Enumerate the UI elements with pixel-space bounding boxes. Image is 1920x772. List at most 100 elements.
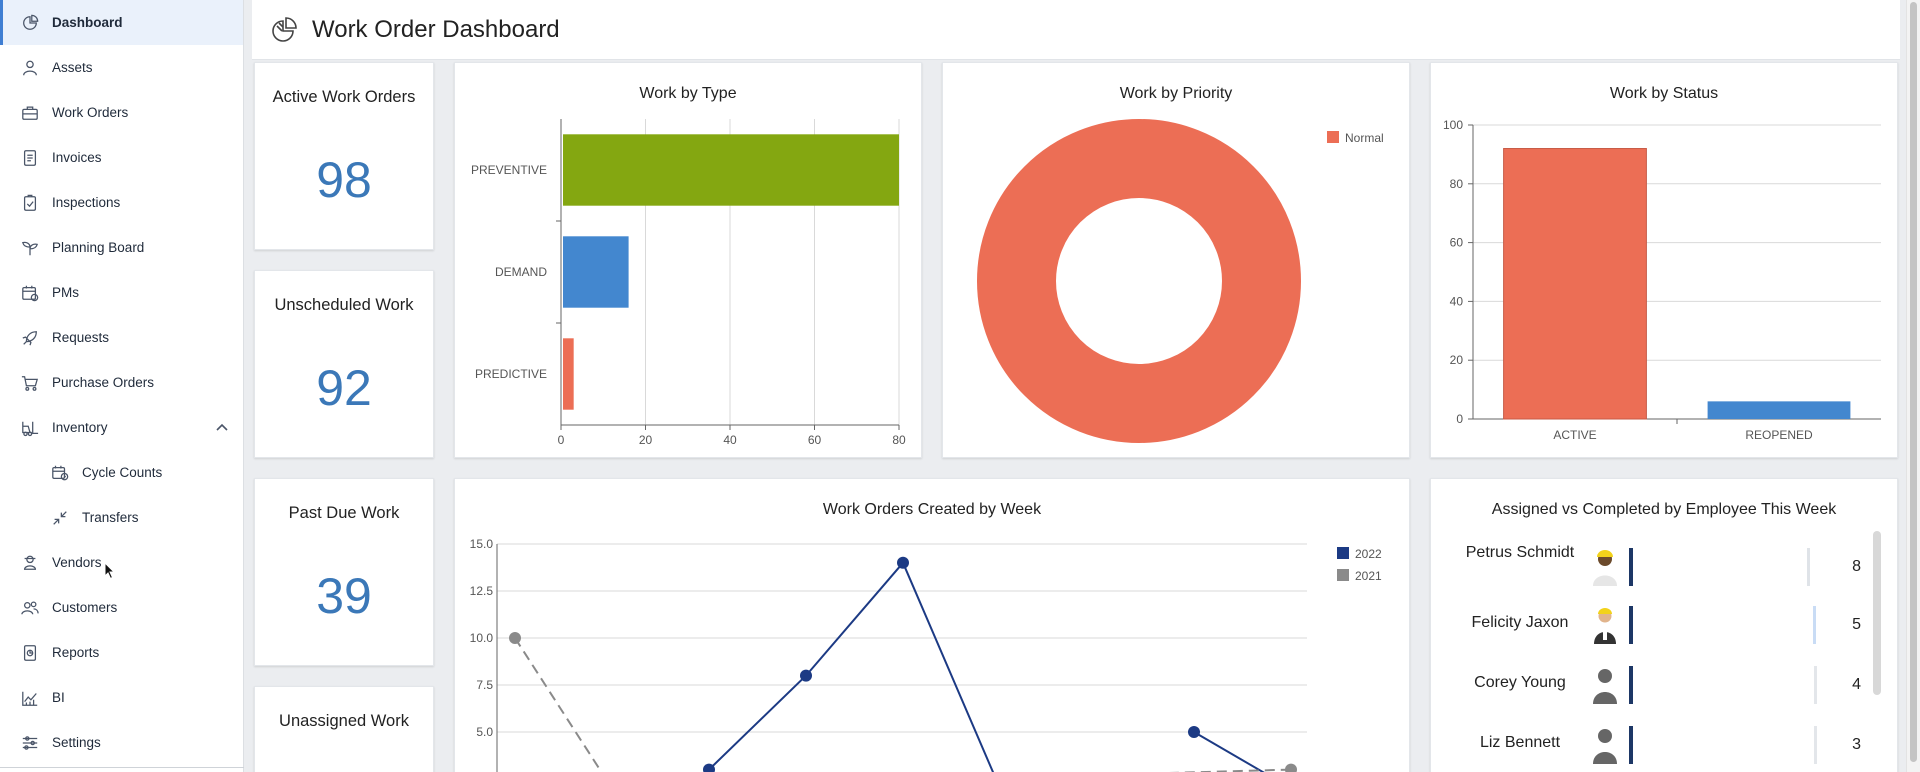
data-point [897,556,909,569]
sidebar-item-label: Cycle Counts [82,465,163,480]
chart-card-work-by-priority: Work by Priority Normal [942,62,1410,458]
sidebar-item-inspections[interactable]: Inspections [0,180,243,225]
y-tick-label: DEMAND [495,265,547,279]
kpi-title: Unassigned Work [279,712,409,730]
mouse-cursor-icon [104,562,116,580]
sidebar-item-invoices[interactable]: Invoices [0,135,243,180]
employee-count: 4 [1852,676,1861,693]
kpi-card-unscheduled-work[interactable]: Unscheduled Work 92 [254,270,434,458]
sidebar-item-bi[interactable]: BI [0,675,243,720]
work-by-priority-chart: Normal [977,119,1384,443]
sidebar-item-planning-board[interactable]: Planning Board [0,225,243,270]
report-icon [20,643,40,663]
sidebar-item-assets[interactable]: Assets [0,45,243,90]
page-scrollbar-thumb[interactable] [1910,2,1917,762]
y-tick-label: 80 [1450,177,1464,191]
y-tick-label: 20 [1450,353,1464,367]
chevron-up-icon[interactable] [215,421,229,435]
sidebar-item-label: Invoices [52,150,102,165]
assets-icon [20,58,40,78]
sidebar-item-label: Transfers [82,510,139,525]
sidebar-item-reports[interactable]: Reports [0,630,243,675]
bar [563,338,574,410]
sidebar-item-label: Planning Board [52,240,145,255]
y-tick-label: 60 [1450,236,1464,250]
sidebar-item-requests[interactable]: Requests [0,315,243,360]
bar [563,236,629,308]
sidebar-item-purchase-orders[interactable]: Purchase Orders [0,360,243,405]
kpi-value: 98 [316,152,372,208]
sidebar-item-label: Reports [52,645,100,660]
sidebar: Dashboard Assets Work Orders Invoices In… [0,0,244,772]
pie-chart-icon [270,16,298,44]
work-by-status-chart: 0 20 40 60 80 100 ACTIVE REOPENED [1443,118,1881,442]
employee-row[interactable]: Petrus Schmidt 8 [1431,536,1897,596]
rocket-icon [20,328,40,348]
kpi-card-past-due-work[interactable]: Past Due Work 39 [254,478,434,666]
chart-title: Work by Status [1609,85,1719,102]
x-tick-label: 0 [558,433,565,447]
sidebar-item-label: Work Orders [52,105,129,120]
sidebar-item-inventory[interactable]: Inventory [0,405,243,450]
x-tick-label: 20 [639,433,653,447]
sidebar-item-label: BI [52,690,65,705]
employee-row[interactable]: Felicity Jaxon 5 [1431,598,1897,658]
sidebar-item-work-orders[interactable]: Work Orders [0,90,243,135]
employee-row[interactable]: Corey Young 4 [1431,658,1897,718]
y-tick-label: 15.0 [470,537,494,551]
x-tick-label: 60 [808,433,822,447]
series-line [514,637,1292,772]
legend-label: 2021 [1355,569,1382,583]
y-tick-label: 5.0 [476,725,493,739]
bar [1503,148,1647,420]
sidebar-item-label: PMs [52,285,79,300]
page-scrollbar[interactable] [1906,0,1920,772]
chart-card-work-by-type: Work by Type 0 20 40 60 80 PREVENTIVE DEMAND PR… [454,62,922,458]
y-tick-label: 7.5 [476,678,493,692]
assigned-bar [1629,666,1633,704]
worker-avatar [1594,608,1616,644]
sidebar-item-pms[interactable]: PMs [0,270,243,315]
kpi-value: 92 [316,360,372,416]
sliders-icon [20,733,40,753]
y-tick-label: 100 [1443,118,1463,132]
default-avatar [1593,669,1617,704]
employee-row[interactable]: Liz Bennett 3 [1431,718,1897,772]
arrows-in-icon [50,508,70,528]
vendor-icon [20,553,40,573]
kpi-card-unassigned-work[interactable]: Unassigned Work [254,686,434,772]
kpi-card-active-work-orders[interactable]: Active Work Orders 98 [254,62,434,250]
y-tick-label: PREVENTIVE [471,163,547,177]
forklift-icon [20,418,40,438]
sidebar-item-label: Vendors [52,555,102,570]
sidebar-item-cycle-counts[interactable]: Cycle Counts [0,450,243,495]
data-point [509,632,521,644]
y-tick-label: PREDICTIVE [475,367,547,381]
sidebar-item-label: Purchase Orders [52,375,155,390]
completed-bar [1814,726,1817,764]
sidebar-item-customers[interactable]: Customers [0,585,243,630]
completed-bar [1814,666,1817,704]
assigned-bar [1629,606,1633,644]
chart-card-work-orders-by-week: Work Orders Created by Week 5.0 7.5 10.0 12… [454,478,1410,772]
sidebar-item-settings[interactable]: Settings [0,720,243,765]
sidebar-item-label: Settings [52,735,101,750]
employee-card-title: Assigned vs Completed by Employee This W… [1491,501,1837,518]
sidebar-item-vendors[interactable]: Vendors [0,540,243,585]
employee-list-scrollbar[interactable] [1873,531,1881,695]
employee-name: Corey Young [1474,674,1566,691]
sidebar-item-label: Requests [52,330,110,345]
briefcase-icon [20,103,40,123]
sidebar-item-dashboard[interactable]: Dashboard [0,0,243,45]
customers-icon [20,598,40,618]
sidebar-item-transfers[interactable]: Transfers [0,495,243,540]
clipboard-check-icon [20,193,40,213]
legend-label: 2022 [1355,547,1382,561]
cart-icon [20,373,40,393]
x-tick-label: 80 [892,433,906,447]
invoice-icon [20,148,40,168]
legend-label: Normal [1345,131,1384,145]
chart-title: Work by Priority [1119,85,1233,102]
employee-count: 5 [1852,616,1861,633]
divider [0,767,244,768]
